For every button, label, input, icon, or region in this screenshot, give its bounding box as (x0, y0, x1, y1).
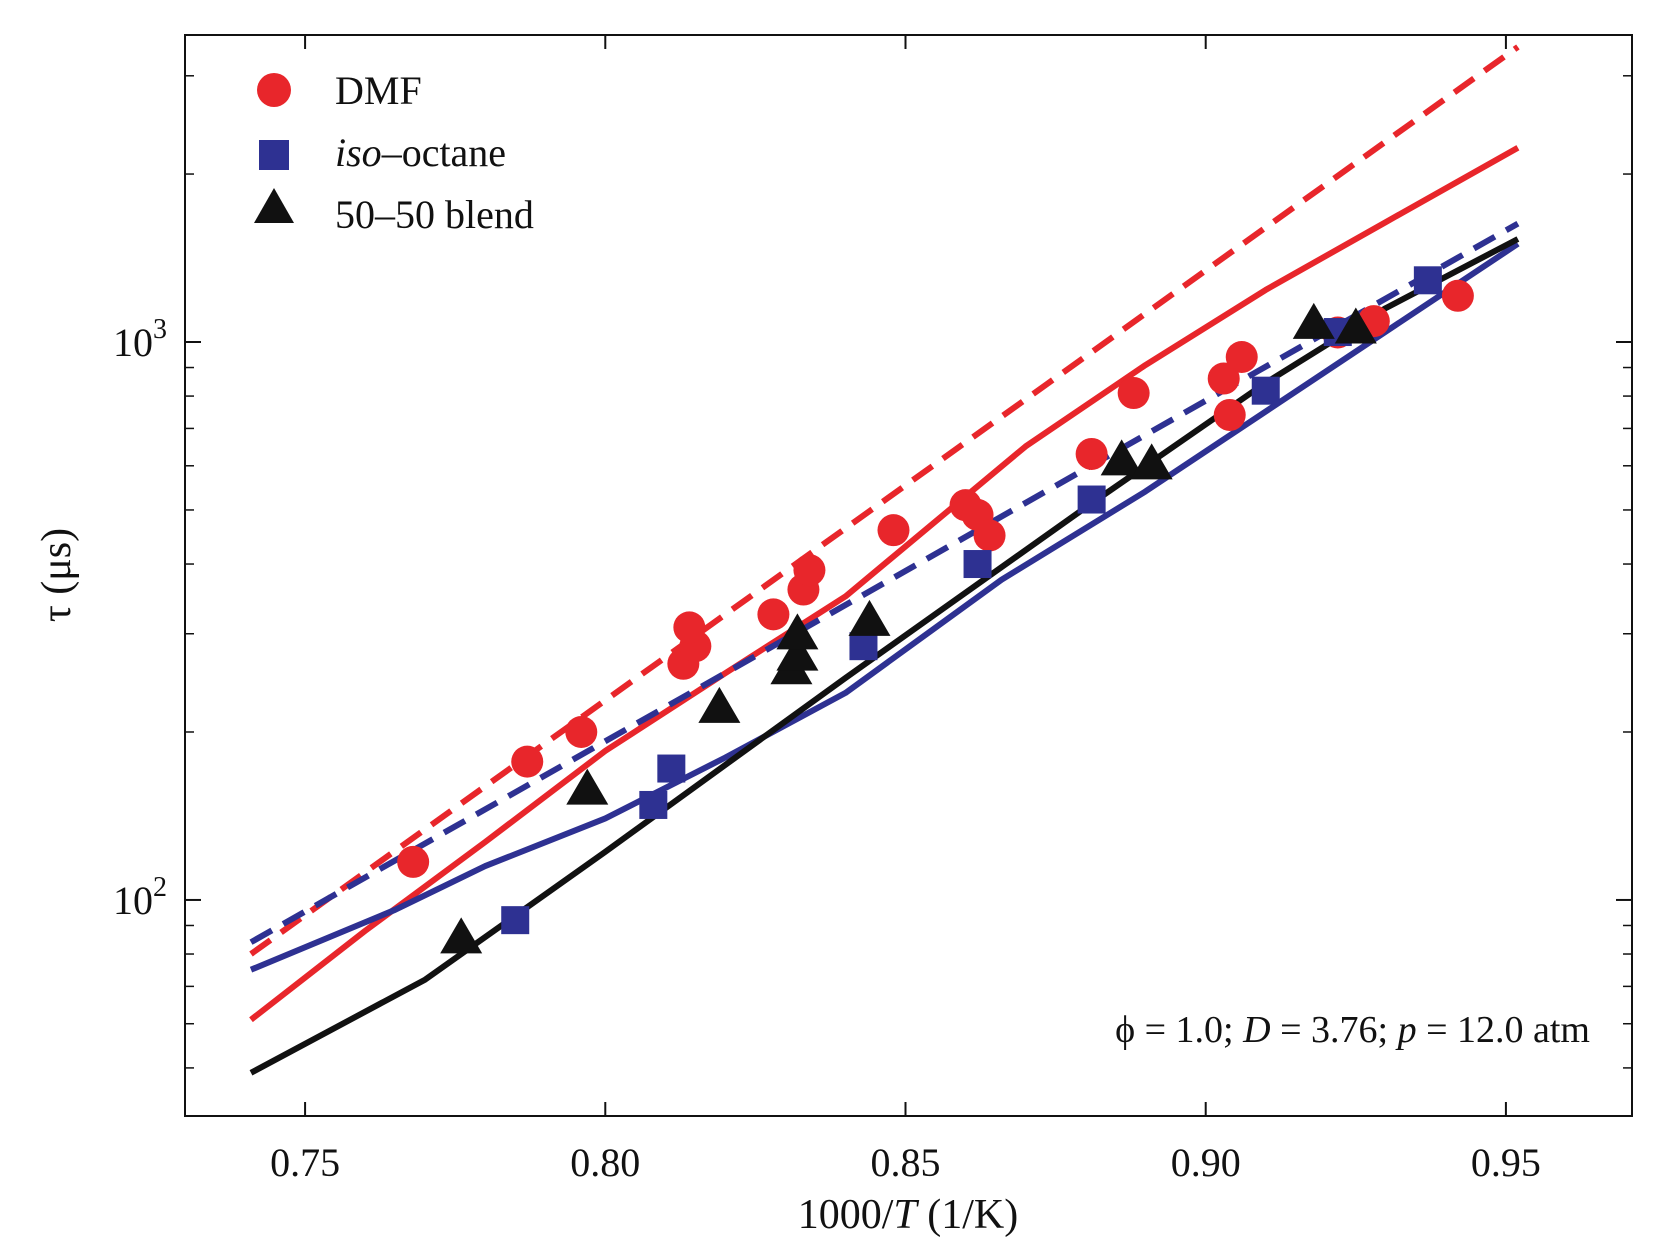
point-iso-octane (657, 754, 686, 783)
point-dmf (877, 514, 910, 547)
point-50-50-blend (1292, 302, 1335, 339)
y-tick-label: 102 (113, 872, 167, 923)
legend-marker-iso-octane (259, 140, 289, 170)
plot-area (184, 34, 1633, 1117)
point-50-50-blend (698, 686, 741, 723)
point-50-50-blend (848, 599, 891, 636)
point-iso-octane (963, 550, 992, 579)
point-dmf (1117, 377, 1150, 410)
point-50-50-blend (776, 613, 819, 650)
line-iso-octane-model-solid- (249, 241, 1520, 973)
x-tick-label: 0.90 (1171, 1140, 1241, 1185)
point-iso-octane (639, 790, 668, 819)
axis-ticks (185, 35, 1632, 1116)
point-50-50-blend (566, 768, 609, 805)
point-dmf (565, 715, 598, 748)
point-iso-octane (849, 632, 878, 661)
line-dmf-model-solid- (249, 145, 1520, 1023)
point-dmf (973, 519, 1006, 552)
line-dmf-model-dashed- (249, 44, 1520, 957)
point-50-50-blend (1100, 439, 1143, 476)
legend-marker-dmf (257, 73, 291, 107)
point-dmf (673, 611, 706, 644)
data-points (397, 266, 1474, 954)
line-iso-octane-model-dashed- (249, 220, 1520, 945)
point-iso-octane (1413, 266, 1442, 295)
point-50-50-blend (1334, 307, 1377, 344)
point-dmf (793, 554, 826, 587)
point-iso-octane (1077, 485, 1106, 514)
x-tick-labels: 0.75 0.80 0.85 0.90 0.95 (270, 1140, 1541, 1185)
x-tick-label: 0.95 (1471, 1140, 1541, 1185)
legend: DMF iso–octane 50–50 blend (254, 68, 534, 237)
point-dmf (1075, 437, 1108, 470)
point-50-50-blend (440, 917, 483, 954)
legend-label-iso-octane: iso–octane (335, 130, 506, 175)
point-dmf (1441, 279, 1474, 312)
x-tick-label: 0.85 (870, 1140, 940, 1185)
point-50-50-blend (776, 634, 819, 671)
point-dmf (757, 598, 790, 631)
x-tick-label: 0.80 (570, 1140, 640, 1185)
legend-marker-blend (254, 188, 294, 223)
point-iso-octane (501, 906, 530, 935)
point-dmf (1213, 398, 1246, 431)
y-tick-labels: 102 103 (113, 314, 167, 923)
point-iso-octane (1251, 376, 1280, 405)
point-dmf (1225, 340, 1258, 373)
point-dmf (397, 845, 430, 878)
point-dmf (1207, 362, 1240, 395)
x-tick-label: 0.75 (270, 1140, 340, 1185)
condition-annotation: ϕ = 1.0; D = 3.76; p = 12.0 atm (1115, 1009, 1590, 1051)
y-axis-title: τ (μs) (34, 528, 80, 622)
x-axis-title: 1000/T (1/K) (798, 1192, 1019, 1238)
point-dmf (511, 745, 544, 778)
y-tick-label: 103 (113, 314, 167, 365)
point-50-50-blend (1130, 443, 1173, 480)
legend-label-blend: 50–50 blend (335, 192, 534, 237)
legend-label-dmf: DMF (335, 68, 422, 113)
